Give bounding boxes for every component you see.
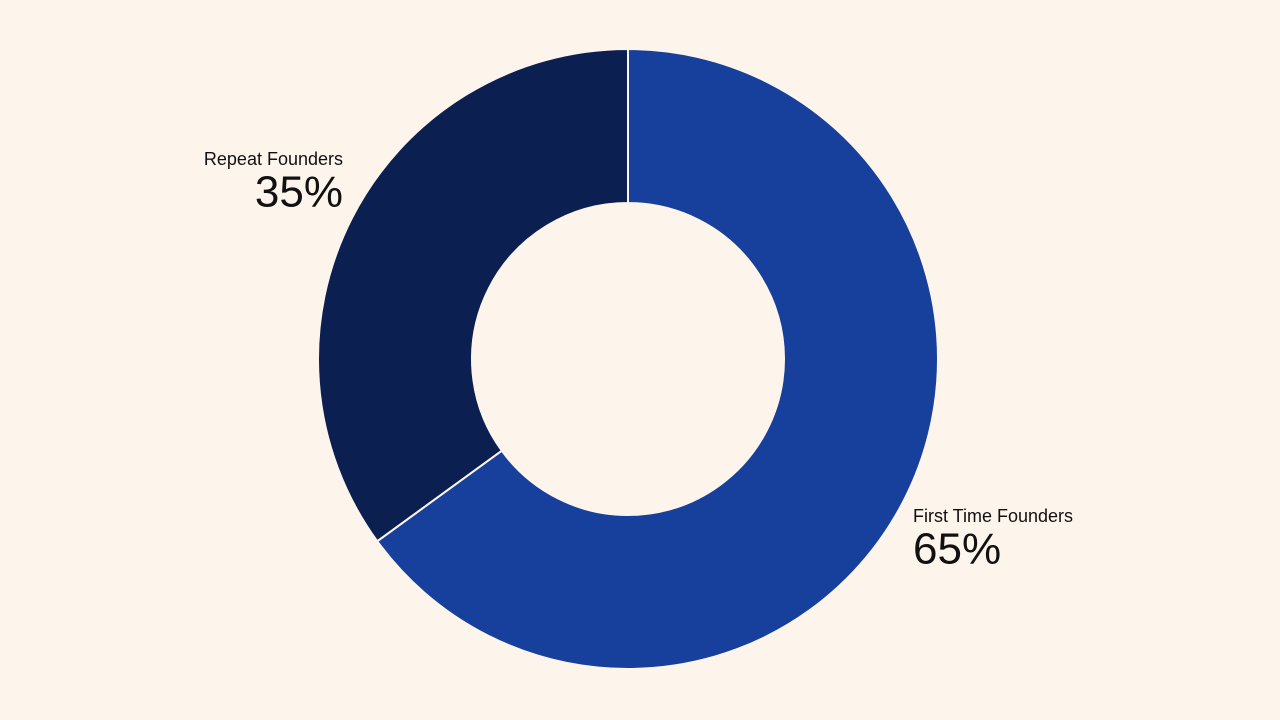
donut-slice [317, 47, 629, 543]
slice-name: Repeat Founders [204, 149, 343, 169]
slice-name: First Time Founders [913, 506, 1073, 526]
donut-slice [375, 47, 939, 670]
slice-value: 35% [255, 168, 343, 217]
slice-value: 65% [913, 525, 1001, 574]
